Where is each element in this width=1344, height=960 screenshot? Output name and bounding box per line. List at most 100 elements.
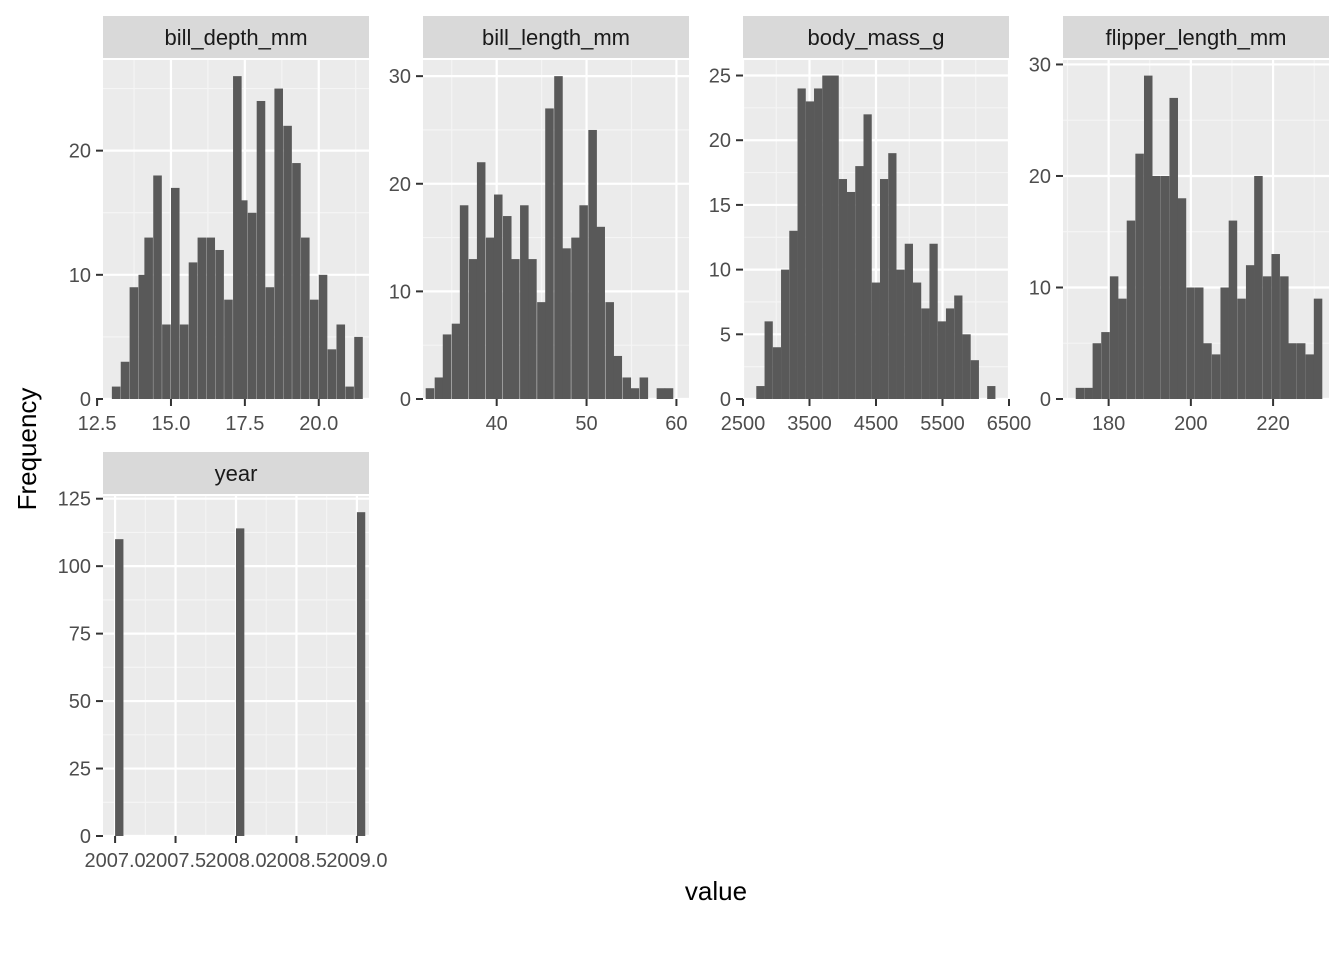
histogram-bar-body-mass-g [912, 282, 922, 399]
y-tick-label: 30 [389, 66, 411, 88]
y-tick-label: 0 [80, 389, 91, 411]
histogram-bar-bill-length-mm [622, 377, 632, 399]
histogram-bar-bill-depth-mm [170, 187, 180, 399]
y-tick-label: 20 [709, 130, 731, 152]
histogram-bar-flipper-length-mm [1135, 153, 1144, 399]
histogram-bar-bill-length-mm [485, 237, 495, 399]
histogram-bar-flipper-length-mm [1211, 354, 1221, 399]
histogram-bar-flipper-length-mm [1237, 298, 1246, 399]
histogram-bar-bill-length-mm [425, 388, 435, 399]
histogram-bar-flipper-length-mm [1143, 75, 1153, 399]
histogram-bar-bill-length-mm [562, 248, 571, 399]
histogram-bar-body-mass-g [838, 179, 848, 399]
histogram-bar-bill-length-mm [605, 302, 614, 399]
histogram-bar-bill-depth-mm [120, 361, 130, 399]
histogram-bar-bill-depth-mm [301, 237, 310, 399]
y-tick-label: 25 [709, 66, 731, 88]
histogram-bar-body-mass-g [814, 88, 823, 399]
x-tick-label: 15.0 [152, 413, 191, 435]
histogram-bar-bill-length-mm [493, 194, 503, 399]
histogram-bar-bill-length-mm [476, 162, 486, 399]
histogram-bar-body-mass-g [896, 269, 905, 399]
histogram-bar-bill-length-mm [511, 259, 520, 399]
strip-year [103, 452, 369, 494]
histogram-bar-bill-length-mm [520, 205, 529, 399]
x-tick-label: 40 [486, 413, 508, 435]
x-tick-label: 12.5 [78, 413, 117, 435]
histogram-bar-body-mass-g [879, 179, 889, 399]
y-tick-label: 0 [1040, 389, 1051, 411]
histogram-bar-bill-depth-mm [224, 299, 233, 399]
histogram-bar-body-mass-g [929, 243, 938, 399]
x-axis-title: value [685, 876, 747, 906]
y-tick-label: 75 [69, 624, 91, 646]
histogram-bar-flipper-length-mm [1228, 220, 1238, 399]
histogram-bar-year [115, 539, 124, 836]
histogram-bar-flipper-length-mm [1288, 343, 1297, 399]
histogram-bar-body-mass-g [764, 321, 773, 399]
y-tick-label: 10 [389, 281, 411, 303]
histogram-bar-bill-depth-mm [354, 336, 363, 399]
histogram-bar-body-mass-g [987, 386, 996, 399]
histogram-bar-bill-depth-mm [345, 386, 354, 399]
histogram-bar-bill-length-mm [468, 259, 478, 399]
histogram-bar-bill-length-mm [434, 377, 444, 399]
histogram-bar-body-mass-g [888, 153, 897, 399]
panel-plot-area-year [103, 496, 369, 836]
histogram-bar-bill-depth-mm [327, 349, 337, 399]
histogram-bar-bill-depth-mm [238, 200, 248, 399]
histogram-bar-body-mass-g [855, 166, 864, 399]
histogram-bar-flipper-length-mm [1160, 175, 1170, 399]
strip-flipper-length-mm [1063, 16, 1329, 58]
histogram-bar-bill-length-mm [537, 302, 546, 399]
histogram-bar-body-mass-g [937, 321, 946, 399]
histogram-bar-bill-depth-mm [274, 88, 283, 399]
histogram-bar-bill-depth-mm [265, 287, 275, 399]
strip-label-bill-length-mm: bill_length_mm [482, 25, 630, 50]
histogram-bar-bill-length-mm [588, 129, 597, 399]
histogram-bar-bill-length-mm [596, 226, 605, 399]
histogram-bar-body-mass-g [954, 295, 963, 399]
histogram-bar-body-mass-g [921, 308, 930, 399]
histogram-bar-flipper-length-mm [1254, 175, 1263, 399]
histogram-bar-bill-depth-mm [215, 249, 224, 399]
histogram-bar-bill-length-mm [613, 355, 623, 399]
histogram-bar-flipper-length-mm [1262, 276, 1272, 399]
strip-label-body-mass-g: body_mass_g [808, 25, 945, 50]
strip-label-bill-depth-mm: bill_depth_mm [164, 25, 307, 50]
histogram-bar-bill-depth-mm [144, 237, 153, 399]
x-tick-label: 2500 [721, 413, 766, 435]
histogram-bar-bill-depth-mm [256, 100, 266, 399]
strip-label-flipper-length-mm: flipper_length_mm [1106, 25, 1287, 50]
x-tick-label: 180 [1092, 413, 1125, 435]
histogram-bar-body-mass-g [871, 282, 880, 399]
y-tick-label: 10 [1029, 277, 1051, 299]
y-axis-title: Frequency [12, 388, 42, 511]
histogram-bar-flipper-length-mm [1118, 298, 1127, 399]
y-tick-label: 0 [400, 389, 411, 411]
panel-year: year 0 25 50 75 100 125 2007.0 2007.5 2008.0 2008.… [58, 452, 387, 872]
histogram-bar-bill-length-mm [554, 76, 563, 399]
histogram-bar-flipper-length-mm [1203, 343, 1212, 399]
y-tick-label: 20 [389, 174, 411, 196]
histogram-bar-flipper-length-mm [1101, 332, 1110, 399]
y-tick-label: 15 [709, 195, 731, 217]
histogram-bar-flipper-length-mm [1152, 175, 1161, 399]
panel-flipper-length-mm: flipper_length_mm 0 10 20 30 180 200 220 [1029, 16, 1329, 435]
histogram-bar-flipper-length-mm [1271, 254, 1280, 399]
x-tick-label: 2007.5 [145, 850, 206, 872]
histogram-bar-flipper-length-mm [1194, 287, 1204, 399]
y-tick-label: 5 [720, 324, 731, 346]
panel-plot-area-bill-length-mm [423, 60, 689, 399]
strip-body-mass-g [743, 16, 1009, 58]
histogram-bar-bill-depth-mm [153, 175, 162, 399]
histogram-bar-body-mass-g [772, 347, 782, 399]
strip-bill-length-mm [423, 16, 689, 58]
histogram-bar-bill-depth-mm [318, 274, 328, 399]
histogram-bar-flipper-length-mm [1126, 220, 1136, 399]
histogram-bar-bill-length-mm [664, 388, 674, 399]
y-tick-label: 0 [80, 826, 91, 848]
histogram-bar-body-mass-g [830, 75, 839, 399]
x-tick-label: 2008.0 [205, 850, 266, 872]
panel-body-mass-g: body_mass_g 0 5 10 15 20 25 2500 3500 4500 5500 650… [709, 16, 1031, 435]
